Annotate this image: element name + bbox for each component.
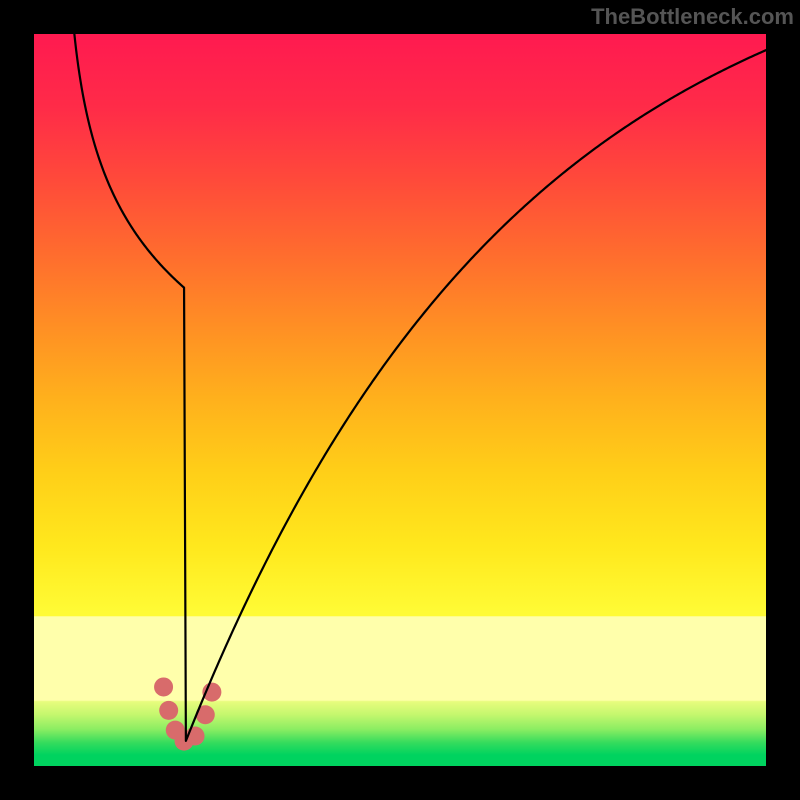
attribution-watermark: TheBottleneck.com — [591, 4, 794, 30]
heatmap-gradient-background — [34, 34, 766, 766]
junction-marker — [154, 677, 173, 696]
bottleneck-chart — [0, 0, 800, 800]
junction-marker — [159, 701, 178, 720]
